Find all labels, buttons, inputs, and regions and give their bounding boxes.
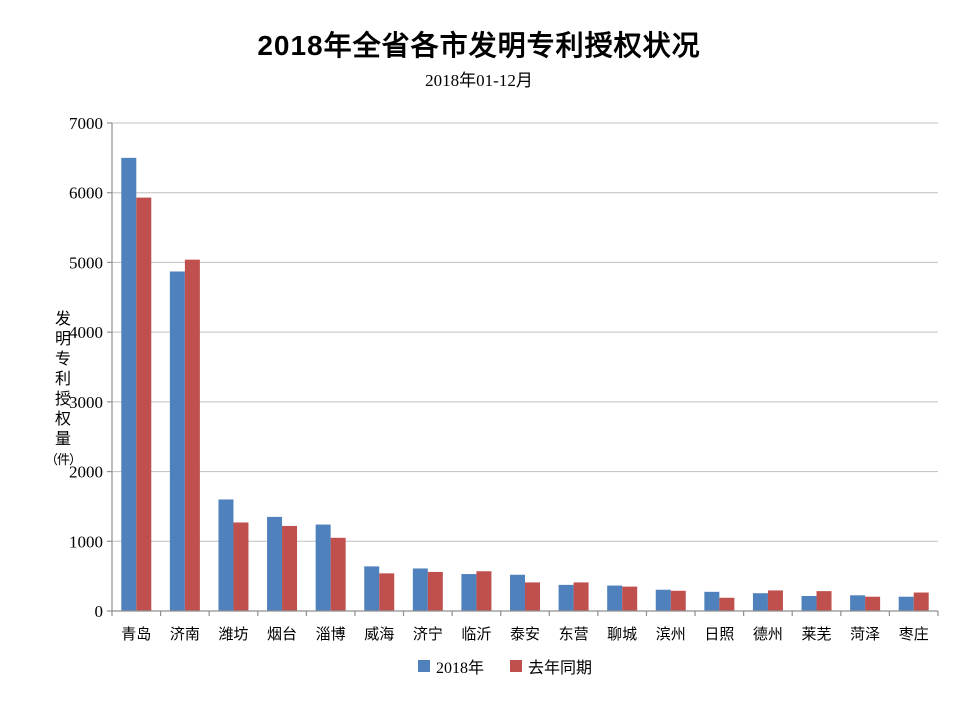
x-category-label: 临沂: [461, 626, 491, 643]
y-tick-label: 7000: [69, 114, 103, 133]
legend-label: 去年同期: [528, 660, 593, 677]
bar-去年同期-济南: [184, 259, 200, 611]
bar-去年同期-菏泽: [865, 596, 881, 611]
x-category-label: 威海: [364, 626, 394, 643]
y-axis-title-char: 授: [54, 391, 71, 408]
y-axis-title: 发明专利授权量 （件）: [44, 310, 82, 470]
bar-去年同期-枣庄: [913, 592, 929, 611]
x-category-label: 济南: [170, 626, 200, 643]
bar-2018年-济南: [169, 271, 185, 611]
bar-去年同期-淄博: [330, 537, 346, 611]
y-tick-label: 4000: [69, 323, 103, 342]
bar-2018年-泰安: [510, 574, 525, 611]
bar-去年同期-东营: [573, 582, 589, 611]
y-axis-title-unit: （件）: [44, 452, 82, 467]
legend-swatch-icon: [510, 660, 522, 672]
x-category-label: 菏泽: [850, 626, 880, 643]
bar-2018年-莱芜: [801, 596, 817, 611]
bar-2018年-日照: [704, 591, 720, 611]
bar-去年同期-滨州: [670, 590, 686, 611]
x-category-label: 淄博: [316, 626, 346, 643]
y-axis-title-char: 量: [54, 431, 71, 448]
y-tick-label: 6000: [69, 184, 103, 203]
legend-item: 2018年: [417, 654, 484, 678]
legend-item: 去年同期: [510, 654, 592, 678]
y-axis-title-char: 利: [54, 371, 71, 388]
y-axis-title-char: 专: [54, 351, 71, 368]
y-tick-label: 0: [95, 602, 104, 621]
bar-去年同期-泰安: [525, 582, 540, 611]
bar-2018年-枣庄: [898, 596, 914, 611]
legend-label: 2018年: [435, 660, 484, 677]
bar-2018年-德州: [752, 593, 768, 611]
bar-去年同期-烟台: [282, 525, 298, 611]
bar-2018年-威海: [364, 566, 380, 611]
x-category-label: 聊城: [607, 626, 637, 643]
x-category-label: 日照: [704, 627, 734, 643]
y-axis-title-char: 权: [54, 411, 71, 428]
y-tick-label: 5000: [69, 253, 103, 272]
x-category-label: 枣庄: [899, 625, 929, 643]
bar-去年同期-临沂: [476, 571, 492, 611]
y-tick-label: 1000: [69, 532, 103, 551]
bar-去年同期-莱芜: [816, 591, 832, 611]
x-category-label: 德州: [753, 625, 783, 643]
x-category-label: 泰安: [510, 626, 540, 643]
x-category-label: 滨州: [656, 626, 686, 643]
legend: 2018年 去年同期: [52, 654, 958, 678]
x-category-label: 莱芜: [802, 626, 832, 643]
bar-2018年-淄博: [315, 524, 331, 611]
y-tick-label: 2000: [69, 463, 103, 482]
y-axis-title-char: 发: [54, 311, 71, 328]
x-category-label: 烟台: [267, 626, 297, 643]
bar-2018年-青岛: [121, 157, 137, 611]
bar-2018年-滨州: [655, 589, 671, 611]
bar-去年同期-日照: [719, 597, 735, 611]
y-tick-label: 3000: [69, 393, 103, 412]
bar-去年同期-青岛: [136, 197, 152, 611]
chart-subtitle: 2018年01-12月: [425, 71, 533, 90]
y-axis-title-char: 明: [54, 331, 71, 348]
bar-2018年-聊城: [607, 585, 623, 611]
x-category-label: 济宁: [413, 626, 443, 643]
bar-去年同期-德州: [767, 590, 783, 611]
chart-title: 2018年全省各市发明专利授权状况: [257, 30, 701, 61]
bar-去年同期-济宁: [427, 571, 443, 611]
bar-2018年-烟台: [267, 516, 283, 611]
x-category-label: 潍坊: [218, 626, 248, 643]
bar-2018年-潍坊: [218, 499, 234, 611]
bar-2018年-菏泽: [850, 595, 866, 611]
legend-swatch-icon: [417, 660, 430, 672]
bar-去年同期-潍坊: [233, 522, 249, 611]
bar-2018年-临沂: [461, 574, 477, 611]
bar-去年同期-聊城: [622, 586, 638, 611]
x-category-label: 东营: [559, 626, 589, 643]
bar-2018年-济宁: [412, 568, 428, 611]
bar-2018年-东营: [558, 584, 574, 611]
bar-去年同期-威海: [379, 573, 395, 611]
x-category-label: 青岛: [121, 626, 151, 643]
